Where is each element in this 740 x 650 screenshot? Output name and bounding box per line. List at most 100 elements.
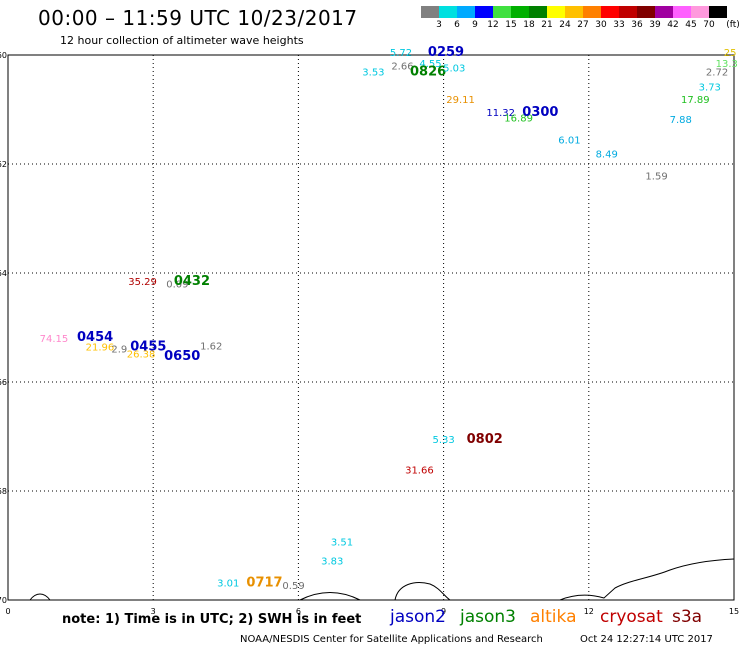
map-title: 00:00 – 11:59 UTC 10/23/2017 <box>38 6 358 30</box>
x-tick-label: 9 <box>441 607 446 616</box>
x-tick-label: 6 <box>296 607 301 616</box>
pass-time-label: 0300 <box>522 105 558 120</box>
wave-height-label: 3.73 <box>699 82 721 93</box>
legend-swatch <box>439 6 457 18</box>
wave-height-label: 3.53 <box>362 68 384 79</box>
wave-height-label: 26.38 <box>127 349 156 360</box>
wave-height-label: 8.49 <box>596 149 618 160</box>
x-tick-label: 0 <box>5 607 10 616</box>
wave-height-label: 3.83 <box>321 557 343 568</box>
wave-height-label: 2.9 <box>111 345 127 356</box>
pass-time-label: 0717 <box>246 575 282 590</box>
legend-label: 27 <box>577 20 589 30</box>
legend-swatch <box>619 6 637 18</box>
pass-time-label: 0826 <box>410 65 446 80</box>
wave-height-label: 0.59 <box>282 581 304 592</box>
legend-label: 12 <box>487 20 499 30</box>
pass-time-label: 0432 <box>174 274 210 289</box>
wave-height-label: 25 <box>724 48 737 59</box>
legend-label: 36 <box>631 20 643 30</box>
legend-swatch <box>709 6 727 18</box>
map-frame <box>7 54 735 601</box>
pass-time-label: 0259 <box>428 45 464 60</box>
coastline <box>8 558 735 601</box>
wave-height-label: 5.33 <box>432 435 454 446</box>
wave-height-label: 13.3 <box>716 59 738 70</box>
legend-swatch <box>583 6 601 18</box>
satellite-name: s3a <box>672 607 703 627</box>
wave-height-label: 17.89 <box>681 95 710 106</box>
legend-label: 39 <box>649 20 661 30</box>
x-tick-label: 15 <box>729 607 739 616</box>
x-tick-label: 12 <box>584 607 594 616</box>
wave-height-label: 2.66 <box>391 62 413 73</box>
legend-label: 70 <box>703 20 715 30</box>
color-legend: 3 6 9 12 15 18 21 24 27 30 33 36 39 42 45 70 (ft) <box>421 6 740 32</box>
legend-swatch <box>475 6 493 18</box>
legend-swatch <box>547 6 565 18</box>
pass-time-label: 0455 <box>130 339 166 354</box>
legend-label: 9 <box>472 20 478 30</box>
y-tick-label: -62 <box>0 160 7 169</box>
footer-note: note: 1) Time is in UTC; 2) SWH is in fe… <box>62 612 362 627</box>
wave-height-label: 3.51 <box>331 538 353 549</box>
wave-height-label: 16.89 <box>504 113 533 124</box>
legend-swatch <box>421 6 439 18</box>
y-tick-label: -68 <box>0 487 7 496</box>
satellite-name: jason3 <box>460 607 516 627</box>
wave-height-label: 4.55 <box>419 59 441 70</box>
y-tick-label: -64 <box>0 269 7 278</box>
map-subtitle: 12 hour collection of altimeter wave hei… <box>60 34 304 47</box>
legend-label: 15 <box>505 20 517 30</box>
wave-height-label: 2.72 <box>706 68 728 79</box>
legend-label: 24 <box>559 20 571 30</box>
legend-label: 18 <box>523 20 535 30</box>
legend-label: 21 <box>541 20 553 30</box>
pass-time-label: 0454 <box>77 330 113 345</box>
timestamp-text: Oct 24 12:27:14 UTC 2017 <box>580 634 713 645</box>
pass-time-label: 0650 <box>164 349 200 364</box>
satellite-name: cryosat <box>600 607 663 627</box>
legend-label: 6 <box>454 20 460 30</box>
legend-swatch <box>691 6 709 18</box>
legend-label: 42 <box>667 20 679 30</box>
credit-text: NOAA/NESDIS Center for Satellite Applica… <box>240 634 543 645</box>
wave-height-label: 74.15 <box>40 334 69 345</box>
y-tick-label: -66 <box>0 378 7 387</box>
wave-height-label: 1.62 <box>200 341 222 352</box>
wave-height-label: 7.88 <box>670 115 692 126</box>
satellite-name: jason2 <box>390 607 446 627</box>
pass-time-label: 0802 <box>467 432 503 447</box>
legend-swatch <box>673 6 691 18</box>
legend-swatch <box>637 6 655 18</box>
legend-swatch <box>457 6 475 18</box>
wave-height-label: 11.32 <box>486 108 515 119</box>
legend-label: 45 <box>685 20 697 30</box>
legend-swatch <box>511 6 529 18</box>
wave-height-label: 21.96 <box>86 342 115 353</box>
wave-height-label: 29.11 <box>446 95 475 106</box>
legend-label: (ft) <box>726 20 740 30</box>
legend-label: 33 <box>613 20 625 30</box>
wave-height-label: 5.72 <box>390 48 412 59</box>
legend-swatch <box>565 6 583 18</box>
legend-swatch <box>493 6 511 18</box>
legend-swatch <box>601 6 619 18</box>
legend-swatches <box>421 6 740 18</box>
legend-swatch <box>655 6 673 18</box>
legend-swatch <box>529 6 547 18</box>
wave-height-label: 6.01 <box>558 135 580 146</box>
wave-height-label: 35.29 <box>128 277 157 288</box>
wave-height-label: 3.01 <box>217 578 239 589</box>
x-tick-label: 3 <box>151 607 156 616</box>
legend-label: 30 <box>595 20 607 30</box>
wave-height-label: 31.66 <box>405 466 434 477</box>
y-tick-label: -60 <box>0 51 7 60</box>
legend-label: 3 <box>436 20 442 30</box>
satellite-name: altika <box>530 607 577 627</box>
wave-height-label: 5.03 <box>443 63 465 74</box>
wave-height-label: 1.59 <box>645 171 667 182</box>
legend-labels: 3 6 9 12 15 18 21 24 27 30 33 36 39 42 45 70 (ft) <box>421 18 740 32</box>
wave-height-label: 0.09 <box>166 280 188 291</box>
